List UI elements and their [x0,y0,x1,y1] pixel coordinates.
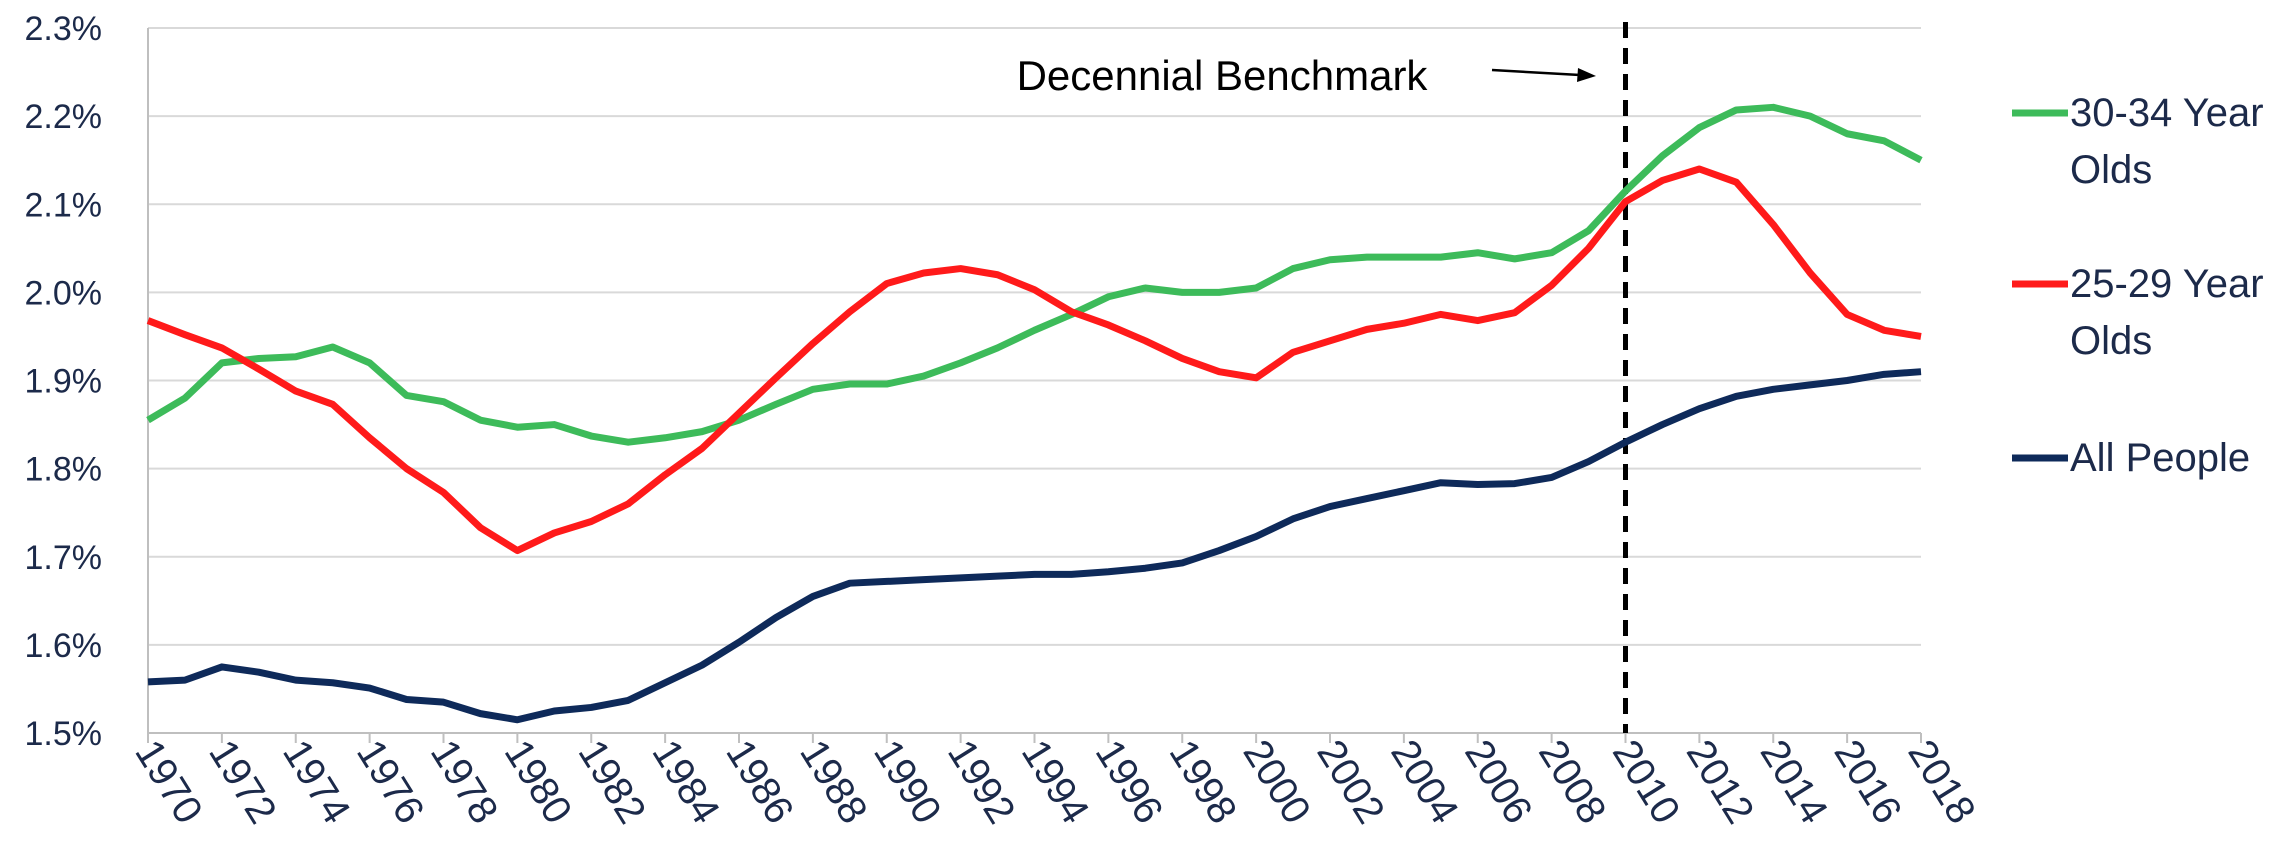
x-tick-label: 2002 [1308,732,1392,831]
y-tick-label: 1.6% [25,627,103,665]
x-tick-label: 2008 [1530,732,1614,831]
y-tick-label: 1.8% [25,451,103,489]
x-tick-label: 1994 [1013,732,1097,831]
x-tick-label: 1976 [348,732,432,831]
x-tick-label: 2018 [1899,732,1983,831]
y-tick-label: 2.0% [25,274,103,312]
x-tick-label: 1996 [1087,732,1171,831]
y-tick-label: 1.7% [25,539,103,577]
x-tick-label: 1974 [274,732,358,831]
x-tick-label: 1990 [865,732,949,831]
x-tick-label: 2006 [1456,732,1540,831]
x-tick-label: 2012 [1678,732,1762,831]
y-tick-label: 1.5% [25,715,103,753]
x-tick-label: 2000 [1234,732,1318,831]
y-tick-label: 2.3% [25,10,103,48]
x-tick-label: 1978 [422,732,506,831]
x-tick-label: 1970 [126,732,210,831]
x-tick-label: 1982 [570,732,654,831]
arrow-head [1577,68,1596,82]
x-tick-label: 1972 [200,732,284,831]
legend-entry: 30-34 Year Olds [2070,91,2264,192]
series-line [147,368,1922,724]
annotation: Decennial Benchmark [1017,52,1429,99]
x-tick-label: 1998 [1161,732,1245,831]
x-tick-label: 1980 [496,732,580,831]
x-tick-label: 2016 [1825,732,1909,831]
series-line [146,103,1923,446]
x-tick-label: 1986 [717,732,801,831]
x-tick-label: 2014 [1752,732,1836,831]
x-tick-label: 1988 [791,732,875,831]
x-tick-label: 2010 [1604,732,1688,831]
y-tick-label: 1.9% [25,363,103,401]
x-tick-label: 1992 [939,732,1023,831]
legend-entry: 25-29 Year Olds [2070,262,2264,363]
y-tick-label: 2.1% [25,186,103,224]
annotation-arrow [1491,68,1581,77]
x-tick-label: 2004 [1382,732,1466,831]
y-tick-label: 2.2% [25,98,103,136]
legend-entry: All People [2070,436,2251,480]
series-line [146,165,1922,555]
x-tick-label: 1984 [643,732,727,831]
